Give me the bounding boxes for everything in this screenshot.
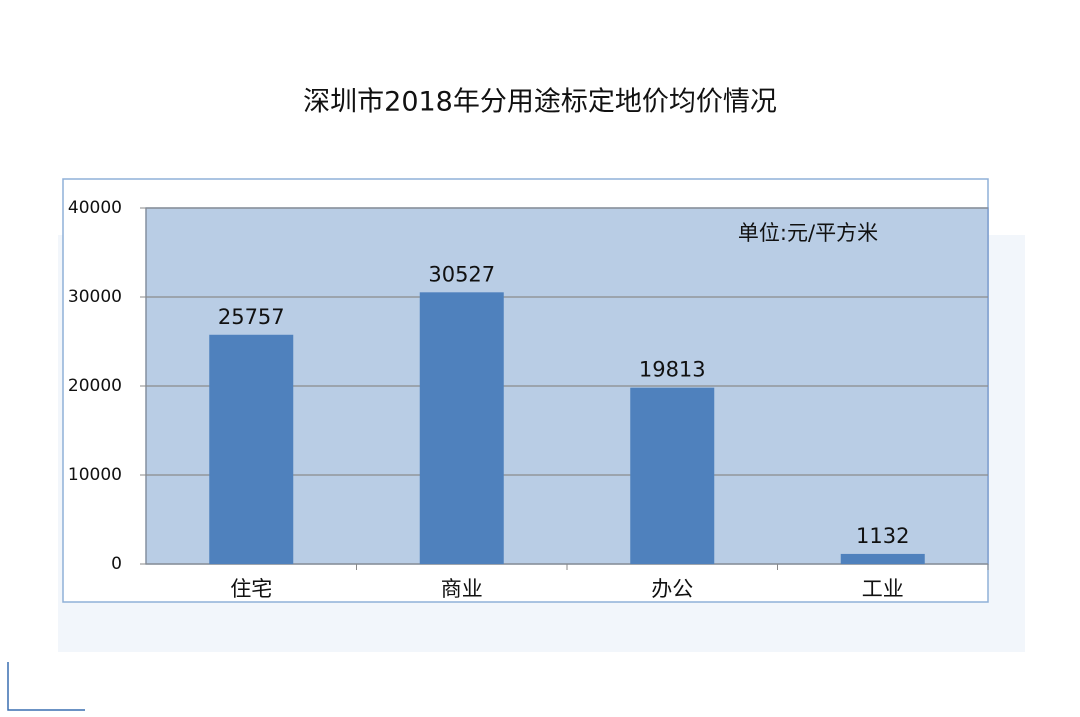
x-tick-label: 商业 bbox=[441, 577, 483, 601]
bar bbox=[209, 334, 294, 564]
x-tick-label: 办公 bbox=[651, 577, 693, 601]
value-label: 19813 bbox=[639, 358, 706, 382]
y-tick-label: 30000 bbox=[68, 287, 122, 307]
chart-title: 深圳市2018年分用途标定地价均价情况 bbox=[303, 87, 777, 118]
value-label: 25757 bbox=[218, 305, 285, 329]
value-label: 30527 bbox=[428, 262, 495, 286]
x-tick-label: 工业 bbox=[862, 577, 904, 601]
x-tick-label: 住宅 bbox=[230, 577, 272, 601]
bar bbox=[840, 553, 925, 564]
annotation: 单位:元/平方米 bbox=[738, 221, 878, 245]
bar bbox=[630, 387, 715, 564]
bar bbox=[419, 292, 504, 564]
corner-mark bbox=[7, 662, 85, 711]
y-tick-label: 40000 bbox=[68, 198, 122, 218]
value-label: 1132 bbox=[856, 524, 909, 548]
y-tick-label: 0 bbox=[111, 554, 122, 574]
y-tick-label: 20000 bbox=[68, 376, 122, 396]
y-tick-label: 10000 bbox=[68, 465, 122, 485]
